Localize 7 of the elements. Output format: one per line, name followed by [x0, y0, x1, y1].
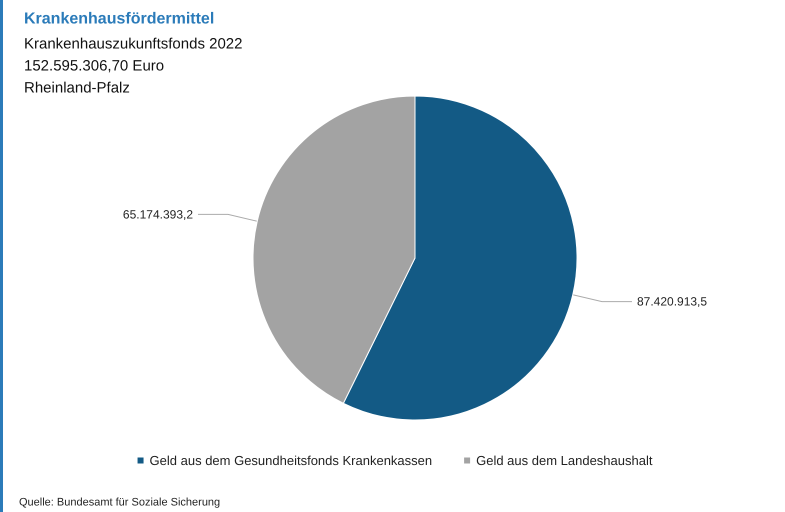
chart-title: Krankenhausfördermittel: [24, 10, 214, 28]
legend-label: Geld aus dem Landeshaushalt: [476, 453, 653, 468]
legend-label: Geld aus dem Gesundheitsfonds Krankenkassen: [150, 453, 432, 468]
chart-subtitle: Krankenhauszukunftsfonds 2022 152.595.306,70 Euro Rheinland-Pfalz: [24, 36, 242, 96]
data-label: 87.420.913,5: [636, 294, 708, 309]
data-label: 65.174.393,2: [122, 207, 194, 222]
source-note: Quelle: Bundesamt für Soziale Sicherung: [19, 496, 220, 508]
